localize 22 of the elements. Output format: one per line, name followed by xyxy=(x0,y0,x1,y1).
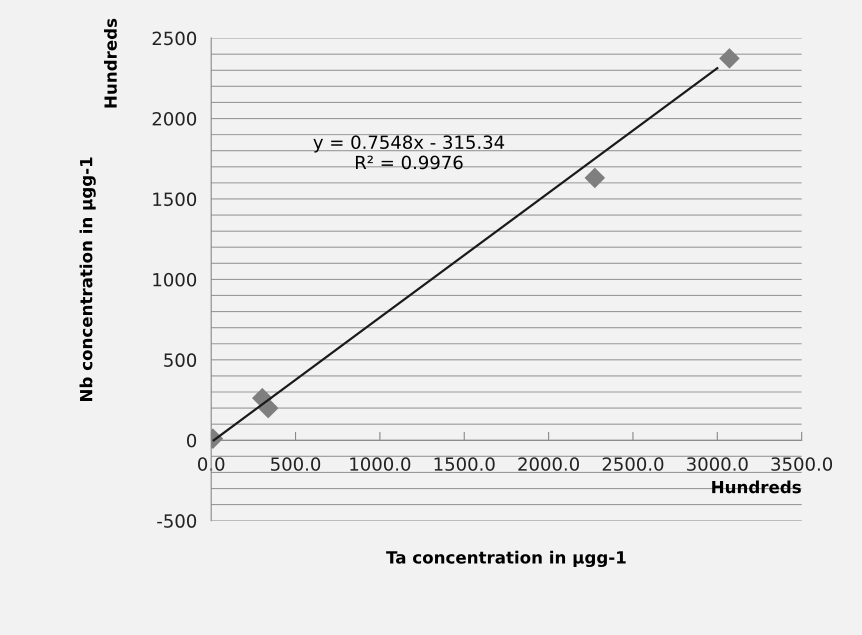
point xyxy=(719,48,740,69)
annotation: y = 0.7548x - 315.34 R² = 0.9976 xyxy=(313,135,504,170)
y-tick-label: 1000 xyxy=(153,272,196,287)
x-tick-label: 3500.0 xyxy=(771,457,832,471)
x-tick-label: 1000.0 xyxy=(350,457,410,471)
y-tick-label: -500 xyxy=(157,514,196,528)
y-tick-label: 1500 xyxy=(153,192,196,206)
x-tick-label: 1500.0 xyxy=(434,457,495,471)
annotation: Hundreds xyxy=(712,480,801,494)
text: Hundreds xyxy=(104,18,117,108)
y-tick-label: 0 xyxy=(187,434,196,448)
y-axis-title: Nb concentration in µgg-1 xyxy=(80,157,96,401)
x-tick-label: 2000.0 xyxy=(518,457,579,471)
x-tick-label: 3000.0 xyxy=(687,457,748,471)
x-tick-label: 0.0 xyxy=(198,457,224,471)
y-tick-label: 2000 xyxy=(152,112,196,126)
x-tick-label: 2500.0 xyxy=(602,457,664,471)
y-tick-label: 500 xyxy=(164,353,196,367)
x-axis-title: Ta concentration in µgg-1 xyxy=(386,550,626,568)
point xyxy=(584,168,606,188)
x-tick-label: 500.0 xyxy=(271,457,320,471)
y-tick-label: 2500 xyxy=(152,32,196,46)
